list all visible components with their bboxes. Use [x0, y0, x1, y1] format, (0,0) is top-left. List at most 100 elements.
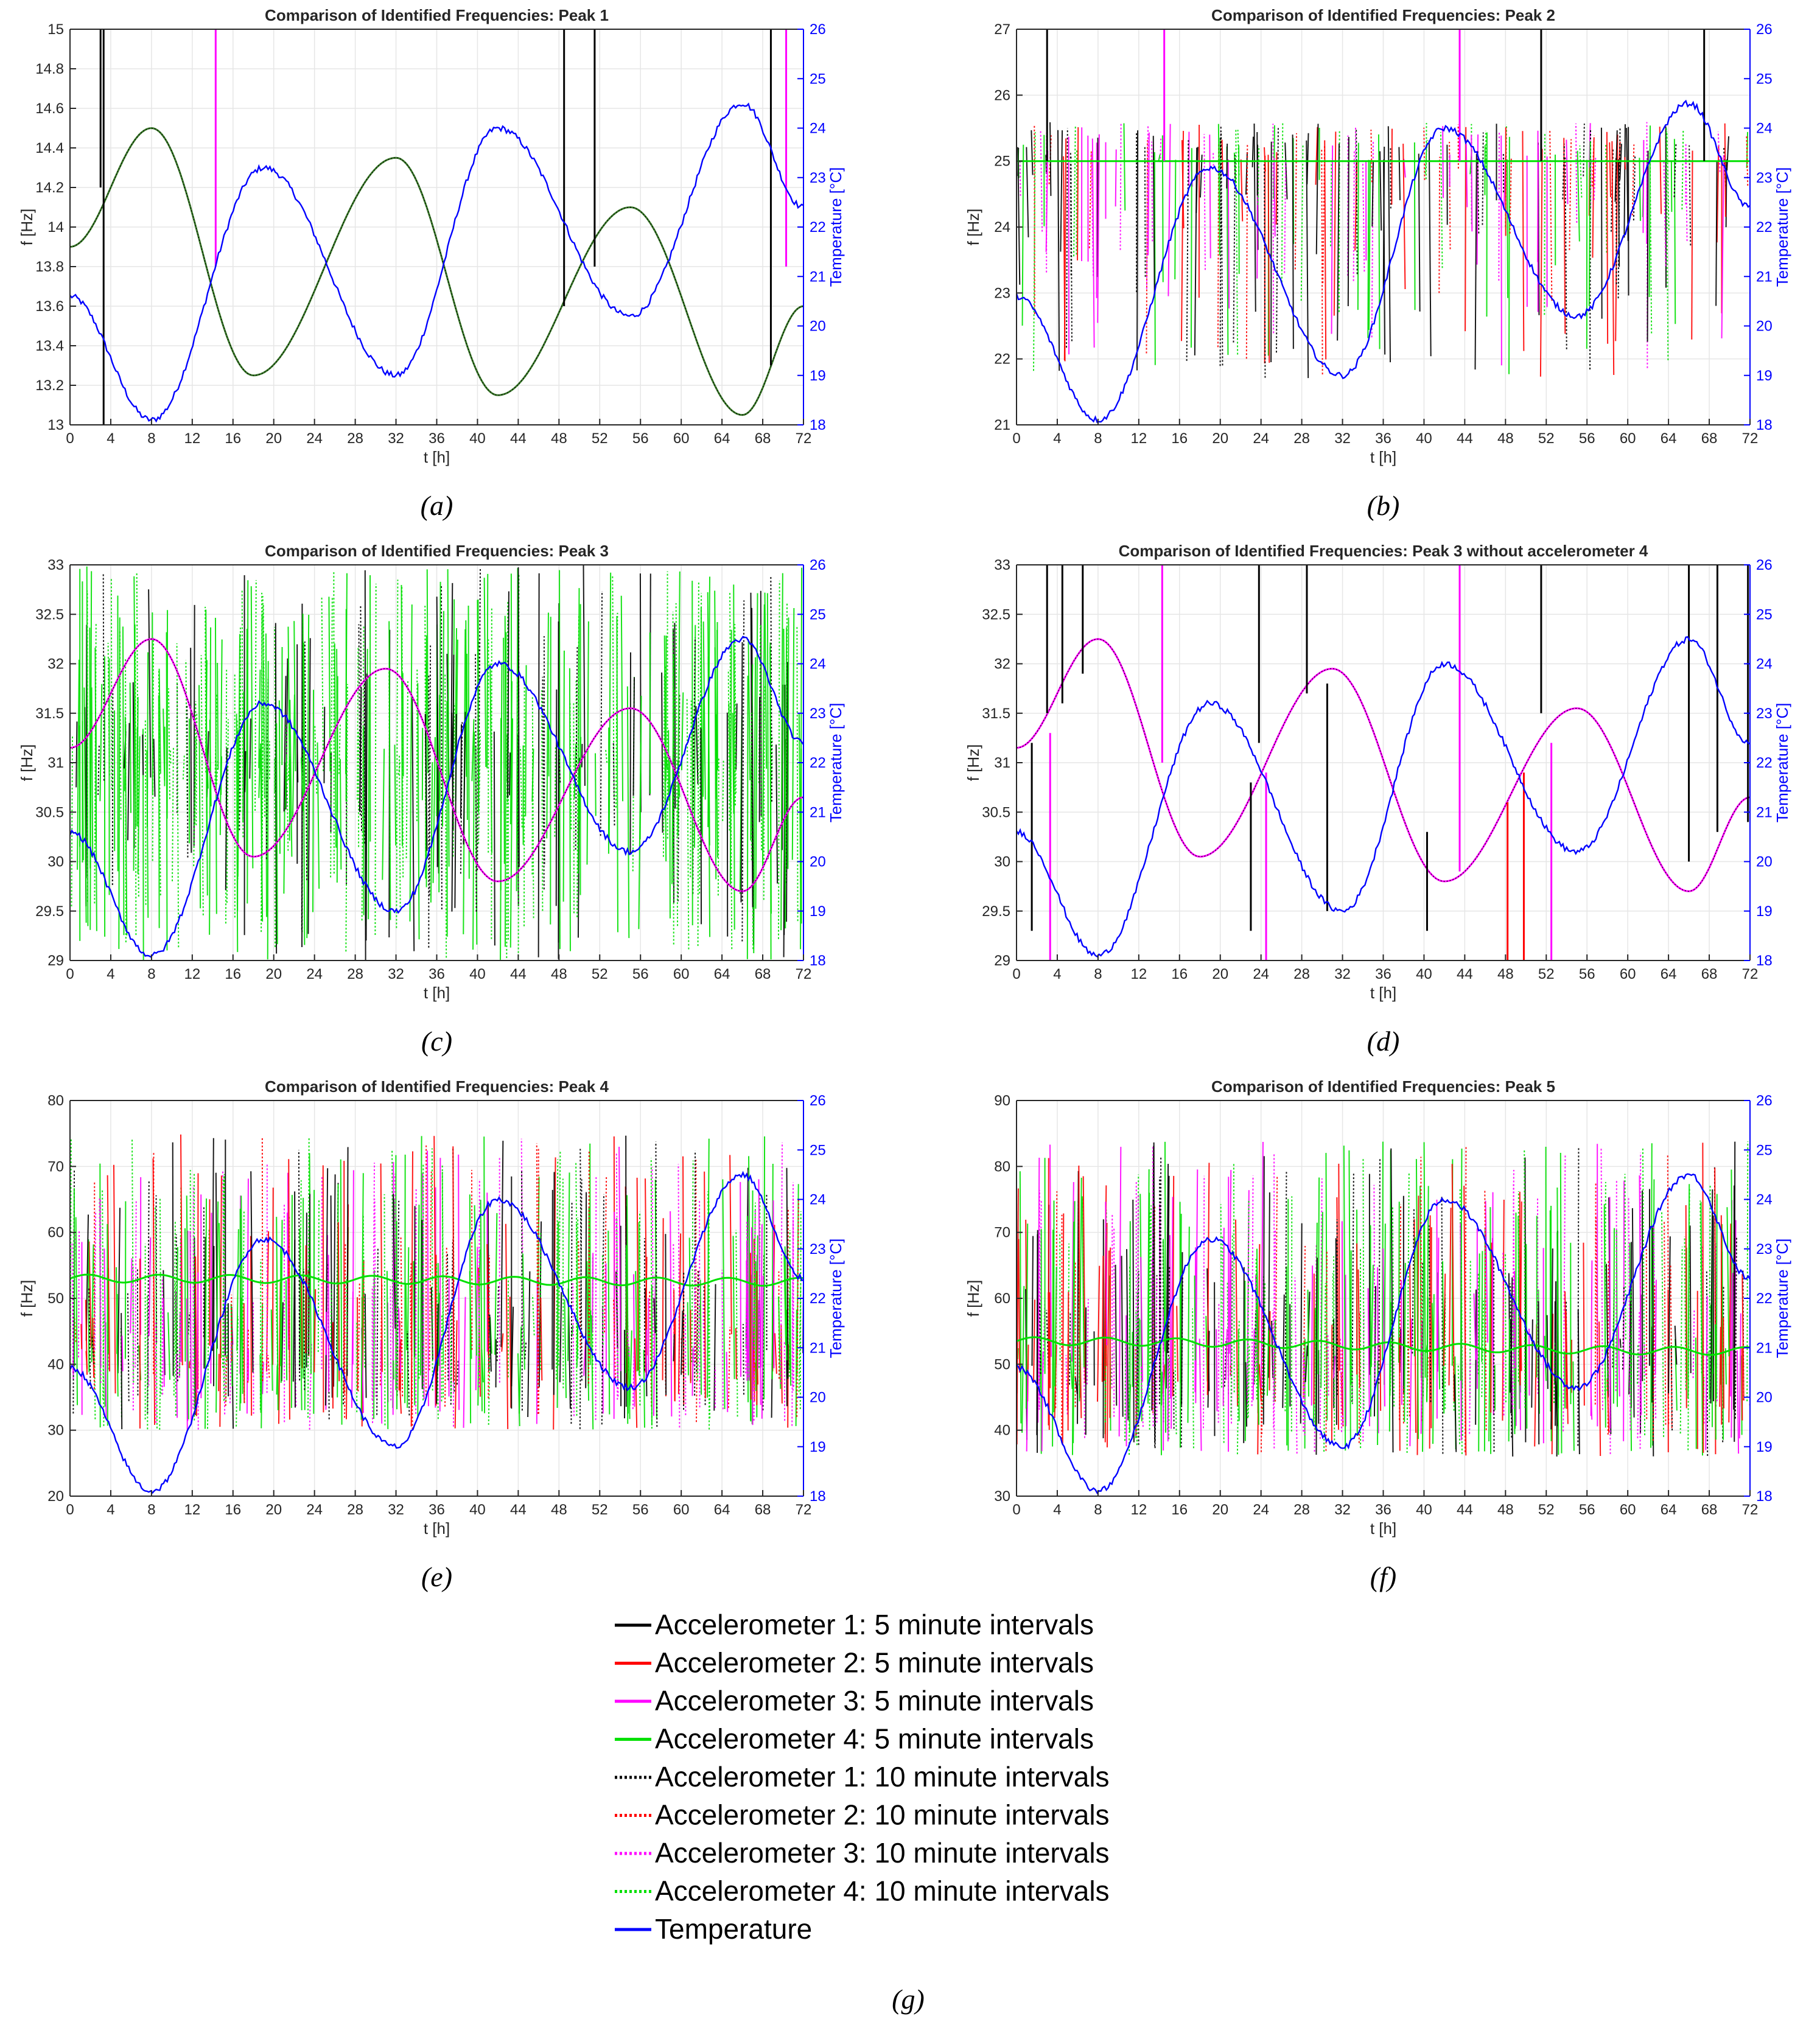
noise-mark: [1617, 1325, 1620, 1397]
noise-mark: [1245, 152, 1248, 195]
noise-mark: [1322, 144, 1326, 284]
noise-mark: [700, 607, 703, 842]
noise-mark: [677, 571, 681, 836]
noise-mark: [391, 1150, 394, 1343]
noise-mark: [1390, 1148, 1394, 1453]
noise-mark: [795, 1309, 797, 1426]
y-tick-label: 29: [994, 953, 1010, 969]
noise-mark: [1275, 128, 1279, 353]
noise-mark: [236, 1229, 239, 1351]
noise-mark: [1054, 1267, 1057, 1387]
noise-mark: [410, 1276, 412, 1350]
noise-mark: [194, 1237, 196, 1415]
noise-mark: [431, 1148, 433, 1391]
noise-mark: [296, 738, 299, 783]
x-tick-label: 24: [306, 966, 323, 982]
y2-tick-label: 20: [810, 1390, 826, 1406]
noise-mark: [195, 714, 198, 825]
noise-mark: [1225, 1329, 1228, 1380]
noise-mark: [338, 723, 341, 774]
noise-mark: [1261, 1310, 1264, 1435]
noise-mark: [703, 1282, 706, 1405]
noise-mark: [755, 593, 758, 909]
x-tick-label: 24: [1253, 1502, 1269, 1518]
noise-mark: [1063, 156, 1066, 362]
y-tick-label: 22: [994, 351, 1010, 368]
noise-mark: [1514, 1368, 1516, 1429]
noise-mark: [424, 713, 428, 851]
noise-mark: [1378, 1159, 1381, 1384]
x-tick-label: 40: [1416, 430, 1432, 447]
noise-mark: [615, 1217, 618, 1400]
noise-mark: [410, 1262, 413, 1430]
noise-mark: [1041, 1351, 1044, 1452]
noise-mark: [1406, 1172, 1410, 1453]
noise-mark: [643, 1349, 645, 1428]
x-tick-label: 72: [796, 1502, 812, 1518]
noise-mark: [1315, 124, 1319, 254]
noise-mark: [1260, 1360, 1262, 1452]
noise-mark: [1549, 1210, 1552, 1412]
x-axis-label: t [h]: [1370, 984, 1396, 1002]
y-axis-label: f [Hz]: [964, 1280, 982, 1317]
noise-mark: [286, 1212, 289, 1337]
noise-mark: [1418, 153, 1421, 312]
y2-tick-label: 25: [810, 1142, 826, 1158]
noise-mark: [417, 1205, 420, 1417]
noise-mark: [239, 1208, 242, 1404]
noise-mark: [1267, 155, 1270, 363]
noise-mark: [167, 688, 171, 799]
noise-mark: [276, 723, 278, 945]
noise-mark: [1049, 1144, 1052, 1357]
x-tick-label: 4: [107, 1502, 114, 1518]
noise-mark: [505, 1223, 509, 1429]
noise-mark: [612, 575, 615, 797]
noise-mark: [670, 1211, 673, 1417]
noise-mark: [748, 1156, 752, 1421]
y2-axis-label: Temperature [°C]: [1773, 167, 1791, 287]
noise-mark: [222, 1177, 225, 1401]
noise-mark: [746, 1221, 749, 1377]
noise-mark: [411, 696, 415, 951]
x-tick-label: 64: [1661, 1502, 1677, 1518]
noise-mark: [209, 719, 212, 807]
noise-mark: [97, 744, 100, 796]
y-tick-label: 14.4: [35, 140, 64, 156]
noise-mark: [1282, 1294, 1285, 1408]
noise-mark: [1368, 159, 1371, 331]
noise-mark: [200, 655, 204, 915]
noise-mark: [314, 724, 318, 794]
legend-item: Accelerometer 4: 10 minute intervals: [615, 1875, 1110, 1907]
noise-mark: [155, 1207, 158, 1429]
noise-mark: [761, 604, 765, 867]
noise-mark: [1017, 147, 1021, 285]
x-tick-label: 64: [1661, 966, 1677, 982]
x-tick-label: 8: [147, 430, 155, 447]
noise-mark: [206, 1228, 210, 1429]
noise-mark: [394, 744, 397, 846]
noise-mark: [612, 742, 615, 826]
noise-mark: [1203, 134, 1206, 270]
noise-mark: [299, 1228, 303, 1410]
y-axis-label: f [Hz]: [964, 209, 982, 246]
noise-mark: [1661, 1211, 1665, 1437]
noise-mark: [1118, 1147, 1122, 1436]
y2-tick-label: 21: [1756, 804, 1773, 821]
noise-mark: [732, 713, 735, 814]
noise-mark: [187, 1312, 191, 1335]
noise-mark: [572, 1283, 575, 1416]
noise-mark: [189, 1231, 192, 1424]
noise-mark: [1216, 1329, 1218, 1412]
noise-mark: [380, 1340, 383, 1424]
noise-mark: [1136, 130, 1139, 371]
noise-mark: [618, 1147, 621, 1371]
noise-mark: [288, 1159, 290, 1420]
noise-mark: [1551, 1314, 1554, 1455]
noise-mark: [764, 592, 768, 769]
noise-mark: [345, 573, 348, 774]
noise-mark: [198, 685, 201, 909]
x-tick-label: 44: [510, 430, 527, 447]
noise-mark: [1090, 152, 1094, 276]
noise-mark: [1507, 159, 1509, 298]
noise-mark: [405, 1283, 408, 1351]
